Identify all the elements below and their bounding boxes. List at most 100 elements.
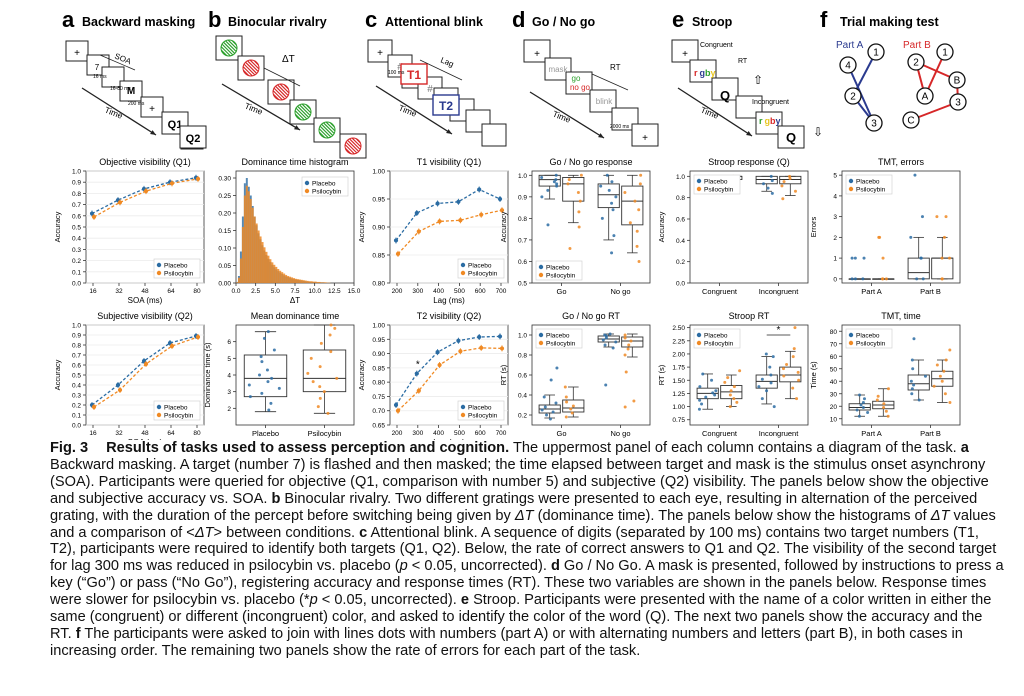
diagram-e-incongruent: Incongruent — [752, 99, 789, 106]
data-point-psilocybin — [942, 235, 946, 239]
chart-frame — [841, 324, 961, 426]
x-tick-label: 300 — [412, 288, 423, 295]
y-tick-label: 0.9 — [518, 194, 527, 201]
diagram-e-word-letter: y — [776, 116, 781, 126]
data-point-placebo — [714, 389, 718, 393]
diagram-binocular-rivalry: ΔT Time — [215, 35, 367, 159]
diagram-d-blink: blink — [596, 97, 613, 106]
histogram-bar-psilocybin — [261, 242, 264, 283]
data-point-psilocybin — [738, 369, 742, 373]
diagram-e-word-letter: r — [694, 68, 698, 78]
data-point-placebo — [555, 184, 559, 188]
diagram-f-a-node — [867, 43, 885, 61]
legend-box — [845, 328, 893, 349]
y-tick-label: 5 — [227, 356, 231, 363]
x-tick-label: 600 — [475, 288, 486, 295]
y-tick-label: 0.8 — [518, 216, 527, 223]
diagram-d-frame — [523, 39, 551, 63]
data-point-psilocybin — [793, 326, 797, 330]
data-point-placebo — [555, 366, 559, 370]
data-point-psilocybin — [570, 411, 574, 415]
y-axis-label: RT (s) — [499, 364, 508, 385]
caption-c-text1: Attentional blink. A sequence of digits … — [50, 524, 997, 575]
y-tick-label: 0.7 — [72, 353, 81, 360]
data-point-placebo — [698, 398, 702, 402]
data-point-placebo — [920, 215, 924, 219]
data-point-placebo — [910, 358, 914, 362]
legend-box — [301, 176, 349, 197]
data-point-psilocybin — [782, 180, 786, 184]
diagram-b-grating-stripe — [220, 46, 231, 57]
y-tick-label: 0.9 — [72, 333, 81, 340]
data-point-psilocybin — [458, 349, 463, 354]
diagram-d-time-head — [598, 133, 604, 138]
y-tick-label: 0.05 — [218, 263, 231, 270]
y-tick-label: 10 — [830, 416, 838, 423]
box-psilocybin — [779, 366, 802, 383]
box-placebo — [755, 175, 778, 185]
panel-letter-b: b — [208, 7, 221, 32]
data-point-placebo — [921, 277, 925, 281]
y-tick-label: 2 — [833, 235, 837, 242]
diagram-f-b-node-label: A — [922, 92, 929, 103]
diagram-b-grating-stripe — [345, 141, 358, 154]
data-point-psilocybin — [329, 350, 333, 354]
data-point-placebo — [414, 210, 419, 216]
x-tick-label: 200 — [392, 288, 403, 295]
diagram-b-grating-stripe — [231, 40, 237, 46]
data-point-psilocybin — [792, 347, 796, 351]
legend-marker-psilocybin — [696, 186, 702, 192]
column-headers: a Backward masking b Binocular rivalry c Atte… — [62, 7, 939, 32]
diagram-b-time-label: Time — [243, 101, 264, 117]
diagram-a-target: 7 — [95, 63, 100, 72]
diagram-e-word-letter: b — [705, 68, 711, 78]
caption-e-letter: e — [460, 592, 470, 609]
y-tick-label: 0.90 — [372, 225, 385, 232]
x-tick-label: 500 — [454, 430, 465, 437]
legend-box — [535, 328, 583, 349]
diagram-b-grating-stripe — [325, 121, 336, 132]
significance-star: * — [416, 360, 420, 371]
x-tick-label: Psilocybin — [308, 429, 342, 438]
caption-b-delta3: ΔT — [194, 524, 214, 541]
chart-title: Go / No go response — [549, 157, 632, 167]
diagram-b-grating-stripe — [275, 85, 288, 98]
data-point-placebo — [497, 196, 503, 202]
y-axis-label: RT (s) — [657, 364, 666, 385]
diagram-f-a-node-label: 4 — [845, 61, 851, 72]
data-point-psilocybin — [637, 259, 641, 263]
box-placebo — [538, 174, 561, 187]
legend-label-placebo: Placebo — [164, 263, 188, 270]
legend-marker-psilocybin — [696, 340, 702, 346]
histogram-bar-psilocybin — [249, 199, 252, 283]
diagram-c-hash2: # — [427, 84, 433, 95]
diagram-b-grating — [294, 103, 312, 121]
data-point-placebo — [259, 355, 263, 359]
diagram-e-q1: Q — [720, 88, 730, 103]
box-psilocybin — [302, 349, 347, 393]
diagram-a-time-line — [81, 87, 157, 136]
diagram-trail-making: Part A Part B 1 2 3 4 1 2 3 A B C — [836, 40, 967, 132]
diagram-b-grating-stripe — [279, 83, 290, 94]
data-point-placebo — [612, 234, 616, 238]
data-point-psilocybin — [780, 184, 784, 188]
diagram-b-time-head — [294, 125, 300, 130]
data-point-psilocybin — [563, 385, 567, 389]
y-tick-label: 6 — [227, 339, 231, 346]
x-tick-label: 700 — [496, 288, 507, 295]
x-axis-label: Lag (ms) — [433, 438, 465, 440]
diagram-a-fixation2: + — [149, 104, 155, 115]
data-point-psilocybin — [728, 393, 732, 397]
histogram-bar-psilocybin — [312, 281, 315, 283]
data-point-psilocybin — [638, 182, 642, 186]
diagram-f-b-node-label: C — [907, 116, 914, 127]
histogram-bar-psilocybin — [291, 277, 294, 283]
diagram-e-rt: RT — [738, 58, 748, 65]
y-tick-label: 30 — [830, 391, 838, 398]
box-psilocybin — [562, 177, 585, 202]
data-point-psilocybin — [875, 398, 879, 402]
chart-f1: 0 1 2 3 4 5 TMT, errors Errors Part A Part B Place… — [809, 157, 961, 296]
data-point-psilocybin — [635, 244, 639, 248]
chart-title: T1 visibility (Q1) — [417, 157, 482, 167]
diagram-f-b-node-label: 2 — [913, 58, 919, 69]
